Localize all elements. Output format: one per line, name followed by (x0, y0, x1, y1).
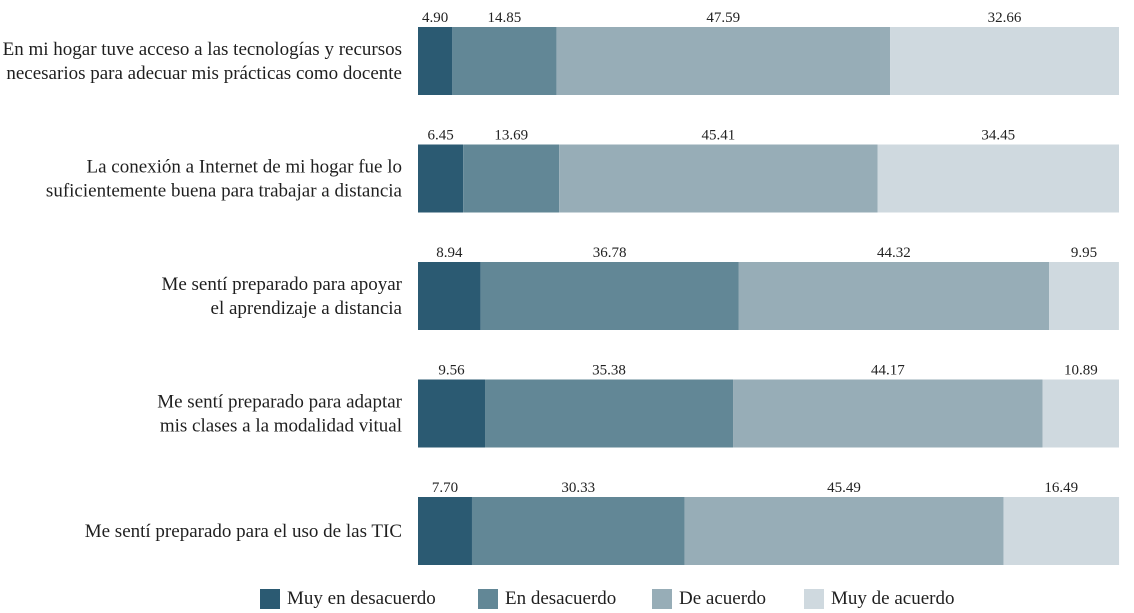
bar-segment-en-desacuerdo (463, 144, 560, 213)
legend-item-muy-en-desacuerdo: Muy en desacuerdo (260, 588, 436, 610)
bar-segment-en-desacuerdo (471, 497, 685, 565)
category-label-line: En mi hogar tuve acceso a las tecnología… (3, 39, 402, 60)
legend-swatch-muy-de-acuerdo (804, 589, 824, 609)
data-label: 34.45 (981, 128, 1015, 144)
bar-segment-en-desacuerdo (452, 27, 557, 95)
legend-swatch-en-desacuerdo (478, 589, 498, 609)
category-label: Me sentí preparado para apoyar el aprendi… (161, 274, 402, 319)
bar-segment-muy-de-acuerdo (877, 144, 1119, 213)
bar-segments (418, 27, 1120, 565)
legend-label: De acuerdo (679, 588, 767, 609)
category-label-line: suficientemente buena para trabajar a di… (46, 181, 403, 202)
bar-segment-muy-en-desacuerdo (418, 497, 472, 565)
bar-segment-de-acuerdo (733, 379, 1043, 448)
data-label: 44.17 (871, 363, 905, 379)
bar-segment-muy-de-acuerdo (1049, 262, 1119, 330)
data-label: 45.49 (827, 480, 861, 496)
bar-segment-muy-en-desacuerdo (418, 144, 464, 213)
legend: Muy en desacuerdo En desacuerdo De acuer… (0, 584, 1134, 613)
data-label: 35.38 (592, 363, 626, 379)
data-label: 10.89 (1064, 363, 1098, 379)
data-label: 44.32 (877, 245, 911, 261)
data-label: 30.33 (561, 480, 595, 496)
category-label-line: necesarios para adecuar mis prácticas co… (6, 63, 402, 84)
category-label: La conexión a Internet de mi hogar fue l… (46, 157, 403, 202)
data-label: 16.49 (1044, 480, 1078, 496)
category-label-line: Me sentí preparado para apoyar (161, 274, 402, 295)
data-label: 9.95 (1071, 245, 1097, 261)
data-label: 36.78 (593, 245, 627, 261)
legend-label: Muy de acuerdo (831, 588, 955, 609)
bar-segment-en-desacuerdo (485, 379, 734, 448)
bar-segment-muy-de-acuerdo (1042, 379, 1119, 448)
category-label-line: La conexión a Internet de mi hogar fue l… (87, 157, 403, 178)
data-label: 6.45 (427, 128, 453, 144)
bar-segment-de-acuerdo (559, 144, 878, 213)
value-labels: 4.90 14.85 47.59 32.66 6.45 13.69 45.41 34.45 8.… (422, 10, 1098, 496)
bar-segment-muy-en-desacuerdo (418, 27, 453, 95)
bar-segment-de-acuerdo (684, 497, 1004, 565)
data-label: 45.41 (701, 128, 735, 144)
legend-item-en-desacuerdo: En desacuerdo (478, 588, 616, 610)
legend-swatch-muy-en-desacuerdo (260, 589, 280, 609)
data-label: 13.69 (494, 128, 528, 144)
category-label: Me sentí preparado para adaptar mis clase… (157, 392, 402, 437)
stacked-bar-chart: En mi hogar tuve acceso a las tecnología… (3, 10, 1120, 565)
data-label: 7.70 (432, 480, 458, 496)
category-label-line: el aprendizaje a distancia (211, 298, 403, 319)
category-label-line: Me sentí preparado para el uso de las TI… (85, 521, 402, 542)
legend-swatch-de-acuerdo (652, 589, 672, 609)
bar-segment-muy-en-desacuerdo (418, 379, 486, 448)
data-label: 32.66 (988, 10, 1022, 26)
data-label: 47.59 (706, 10, 740, 26)
category-label: En mi hogar tuve acceso a las tecnología… (3, 39, 402, 84)
bar-segment-de-acuerdo (556, 27, 891, 95)
category-label-line: Me sentí preparado para adaptar (157, 392, 402, 413)
legend-item-muy-de-acuerdo: Muy de acuerdo (804, 588, 954, 610)
bar-segment-muy-de-acuerdo (1003, 497, 1120, 565)
legend-label: Muy en desacuerdo (287, 588, 436, 609)
data-label: 9.56 (438, 363, 465, 379)
category-label-line: mis clases a la modalidad vitual (160, 416, 402, 437)
data-label: 14.85 (488, 10, 522, 26)
category-labels: En mi hogar tuve acceso a las tecnología… (3, 39, 403, 542)
data-label: 4.90 (422, 10, 448, 26)
bar-segment-en-desacuerdo (480, 262, 739, 330)
bar-segment-de-acuerdo (738, 262, 1050, 330)
legend-item-de-acuerdo: De acuerdo (652, 588, 766, 610)
bar-segment-muy-en-desacuerdo (418, 262, 481, 330)
legend-label: En desacuerdo (505, 588, 617, 609)
category-label: Me sentí preparado para el uso de las TI… (85, 521, 402, 542)
bar-segment-muy-de-acuerdo (890, 27, 1119, 95)
data-label: 8.94 (436, 245, 463, 261)
